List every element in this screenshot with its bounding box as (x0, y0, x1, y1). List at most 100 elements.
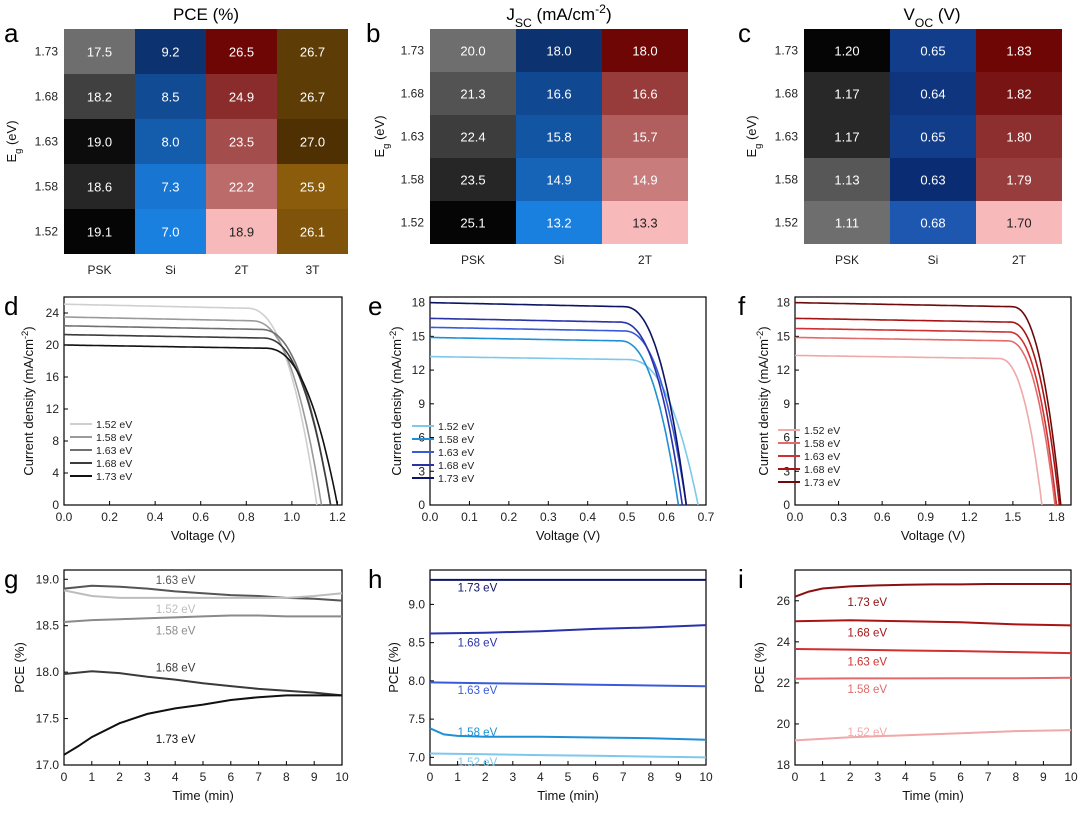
x-tick-label: 0.2 (101, 510, 118, 524)
y-tick-label: 15 (412, 329, 426, 343)
x-tick-label: 7 (620, 770, 627, 784)
x-tick-label: 4 (537, 770, 544, 784)
cell-value: 22.2 (229, 180, 254, 195)
pce-trace-1-58-eV (429, 727, 707, 741)
legend-label: 1.68 eV (96, 458, 132, 470)
y-tick-label: 18.0 (36, 665, 60, 679)
heatmap-cell (890, 158, 976, 201)
column-label: 2T (234, 263, 249, 277)
x-tick-label: 0.7 (698, 510, 715, 524)
cell-value: 14.9 (546, 173, 571, 188)
x-tick-label: 1.2 (961, 510, 978, 524)
cell-value: 8.5 (161, 90, 179, 105)
row-label: 1.63 (35, 135, 59, 149)
legend-label: 1.63 eV (438, 447, 474, 459)
heatmap-cell (135, 209, 206, 254)
x-tick-label: 8 (1012, 770, 1019, 784)
cell-value: 1.70 (1006, 216, 1031, 231)
pce-trace-1-68-eV (794, 619, 1072, 627)
heatmap-cell (64, 164, 135, 209)
cell-value: 1.83 (1006, 44, 1031, 59)
row-label: 1.73 (35, 45, 59, 59)
x-tick-label: 5 (200, 770, 207, 784)
y-tick-label: 20 (46, 338, 60, 352)
cell-value: 25.9 (300, 180, 325, 195)
x-tick-label: 0.6 (874, 510, 891, 524)
pce-trace-1-68-eV (429, 624, 707, 635)
iv-curve-1-58-eV (430, 336, 680, 506)
column-label: Si (928, 253, 939, 267)
iv-curve-1-63-eV (795, 327, 1058, 506)
x-tick-label: 1 (819, 770, 826, 784)
heatmap-cell (804, 158, 890, 201)
iv-curve-1-73-eV (64, 344, 339, 506)
panel-letter: f (738, 291, 746, 321)
y-tick-label: 17.5 (36, 712, 60, 726)
pce-trace-1-63-eV (429, 681, 707, 688)
heatmap-cell (206, 74, 277, 119)
x-tick-label: 2 (116, 770, 123, 784)
legend-label: 1.68 eV (804, 464, 840, 476)
heatmap-cell (804, 115, 890, 158)
y-tick-label: 16 (46, 370, 60, 384)
x-tick-label: 0.4 (579, 510, 596, 524)
plot-frame (63, 296, 343, 506)
legend-label: 1.63 eV (804, 451, 840, 463)
cell-value: 1.82 (1006, 87, 1031, 102)
cell-value: 17.5 (87, 45, 112, 60)
x-tick-label: 0.8 (238, 510, 255, 524)
cell-value: 20.0 (460, 44, 485, 59)
y-axis-label: Current density (mA/cm-2) (755, 326, 771, 475)
panel-letter: g (4, 564, 18, 594)
y-axis-label: PCE (%) (12, 642, 27, 693)
heatmap-cell (135, 29, 206, 74)
y-tick-label: 20 (777, 717, 791, 731)
heatmap-cell (890, 115, 976, 158)
heatmap-cell (277, 119, 348, 164)
heatmap-cell (516, 29, 602, 72)
column-label: 3T (305, 263, 320, 277)
heatmap-cell (602, 115, 688, 158)
x-tick-label: 8 (283, 770, 290, 784)
y-tick-label: 18 (412, 296, 426, 310)
curve-label: 1.73 eV (458, 583, 498, 595)
cell-value: 15.8 (546, 130, 571, 145)
x-axis-label: Time (min) (172, 788, 234, 803)
panel-letter: i (738, 564, 744, 594)
panel-letter: b (366, 18, 380, 48)
row-label: 1.63 (775, 130, 799, 144)
heatmap-cell (64, 74, 135, 119)
cell-value: 1.80 (1006, 130, 1031, 145)
heatmap-title: PCE (%) (173, 5, 239, 24)
y-tick-label: 6 (783, 431, 790, 445)
cell-value: 23.5 (460, 173, 485, 188)
heatmap-cell (430, 115, 516, 158)
cell-value: 18.6 (87, 180, 112, 195)
heatmap-cell (976, 158, 1062, 201)
row-label: 1.58 (401, 173, 425, 187)
pce-trace-1-58-eV (794, 676, 1072, 680)
cell-value: 7.0 (161, 225, 179, 240)
cell-value: 1.79 (1006, 173, 1031, 188)
heatmap-cell (890, 29, 976, 72)
legend-label: 1.58 eV (96, 432, 132, 444)
pce-trace-1-52-eV (794, 729, 1072, 742)
heatmap-cell (135, 74, 206, 119)
cell-value: 19.0 (87, 135, 112, 150)
y-tick-label: 12 (777, 363, 791, 377)
heatmap-cell (277, 29, 348, 74)
cell-value: 25.1 (460, 216, 485, 231)
heatmap-cell (602, 158, 688, 201)
cell-value: 26.7 (300, 45, 325, 60)
cell-value: 19.1 (87, 225, 112, 240)
cell-value: 18.9 (229, 225, 254, 240)
x-tick-label: 0.9 (917, 510, 934, 524)
cell-value: 23.5 (229, 135, 254, 150)
cell-value: 14.9 (632, 173, 657, 188)
heatmap-cell (206, 164, 277, 209)
cell-value: 8.0 (161, 135, 179, 150)
x-tick-label: 0.1 (461, 510, 478, 524)
cell-value: 13.2 (546, 216, 571, 231)
x-tick-label: 6 (592, 770, 599, 784)
cell-value: 18.0 (546, 44, 571, 59)
